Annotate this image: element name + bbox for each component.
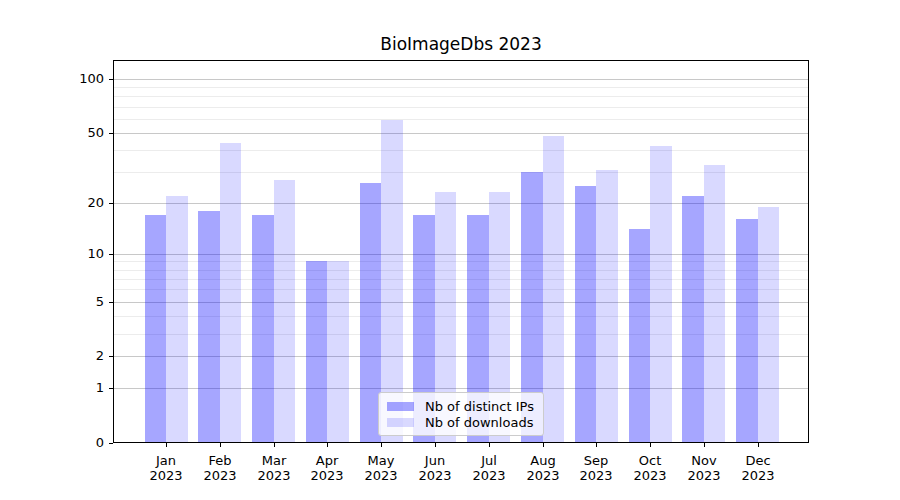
- x-tick-mark: [650, 443, 651, 447]
- legend: Nb of distinct IPs Nb of downloads: [378, 392, 544, 436]
- x-tick-month: Jun: [407, 453, 463, 468]
- x-tick-label-mar: Mar2023: [246, 453, 302, 483]
- bar-mar-distinct-ips: [252, 215, 274, 443]
- x-tick-label-jun: Jun2023: [407, 453, 463, 483]
- y-tick-label: 2: [44, 348, 104, 364]
- x-tick-mark: [327, 443, 328, 447]
- bar-feb-distinct-ips: [198, 211, 220, 443]
- x-tick-mark: [381, 443, 382, 447]
- x-tick-year: 2023: [622, 468, 678, 483]
- x-tick-year: 2023: [730, 468, 786, 483]
- x-tick-mark: [543, 443, 544, 447]
- x-tick-mark: [489, 443, 490, 447]
- bar-sep-downloads: [596, 170, 618, 443]
- bar-feb-downloads: [220, 143, 242, 443]
- minor-gridline: [114, 119, 808, 120]
- bar-apr-downloads: [327, 261, 349, 443]
- x-tick-label-nov: Nov2023: [676, 453, 732, 483]
- y-tick-label: 1: [44, 380, 104, 396]
- x-tick-mark: [166, 443, 167, 447]
- x-tick-label-jan: Jan2023: [138, 453, 194, 483]
- bar-nov-distinct-ips: [682, 196, 704, 443]
- x-tick-mark: [274, 443, 275, 447]
- minor-gridline: [114, 87, 808, 88]
- x-tick-label-aug: Aug2023: [515, 453, 571, 483]
- x-tick-month: Aug: [515, 453, 571, 468]
- bar-oct-distinct-ips: [629, 229, 651, 443]
- y-tick-label: 0: [44, 435, 104, 451]
- minor-gridline: [114, 107, 808, 108]
- bar-jan-distinct-ips: [145, 215, 167, 443]
- y-tick-label: 5: [44, 294, 104, 310]
- x-tick-month: Oct: [622, 453, 678, 468]
- y-tick-label: 50: [44, 125, 104, 141]
- x-tick-label-dec: Dec2023: [730, 453, 786, 483]
- y-tick-mark: [109, 443, 113, 444]
- x-tick-year: 2023: [515, 468, 571, 483]
- x-tick-month: Dec: [730, 453, 786, 468]
- bar-apr-distinct-ips: [306, 261, 328, 443]
- y-tick-mark: [109, 79, 113, 80]
- minor-gridline: [114, 96, 808, 97]
- y-tick-mark: [109, 254, 113, 255]
- x-tick-mark: [435, 443, 436, 447]
- x-tick-label-may: May2023: [353, 453, 409, 483]
- y-tick-mark: [109, 302, 113, 303]
- x-tick-year: 2023: [192, 468, 248, 483]
- legend-label-downloads: Nb of downloads: [425, 415, 533, 430]
- bar-oct-downloads: [650, 146, 672, 443]
- legend-label-distinct-ips: Nb of distinct IPs: [425, 399, 534, 414]
- y-tick-label: 10: [44, 246, 104, 262]
- legend-item-distinct-ips: Nb of distinct IPs: [387, 398, 535, 414]
- x-tick-mark: [704, 443, 705, 447]
- minor-gridline: [114, 150, 808, 151]
- x-tick-month: Jul: [461, 453, 517, 468]
- x-tick-label-oct: Oct2023: [622, 453, 678, 483]
- x-tick-label-feb: Feb2023: [192, 453, 248, 483]
- x-tick-year: 2023: [299, 468, 355, 483]
- x-tick-mark: [220, 443, 221, 447]
- y-tick-mark: [109, 356, 113, 357]
- major-gridline: [114, 133, 808, 134]
- x-tick-label-jul: Jul2023: [461, 453, 517, 483]
- legend-item-downloads: Nb of downloads: [387, 414, 535, 430]
- bar-mar-downloads: [274, 180, 296, 443]
- x-tick-mark: [758, 443, 759, 447]
- legend-swatch-distinct-ips: [387, 402, 414, 411]
- x-tick-mark: [596, 443, 597, 447]
- major-gridline: [114, 79, 808, 80]
- bar-dec-downloads: [758, 207, 780, 443]
- bar-nov-downloads: [704, 165, 726, 443]
- y-tick-label: 20: [44, 195, 104, 211]
- x-tick-year: 2023: [353, 468, 409, 483]
- x-tick-month: May: [353, 453, 409, 468]
- y-tick-mark: [109, 133, 113, 134]
- x-tick-year: 2023: [138, 468, 194, 483]
- x-tick-month: Jan: [138, 453, 194, 468]
- chart-title: BioImageDbs 2023: [113, 34, 809, 54]
- x-tick-year: 2023: [246, 468, 302, 483]
- x-tick-month: Nov: [676, 453, 732, 468]
- bar-dec-distinct-ips: [736, 219, 758, 443]
- x-tick-month: Mar: [246, 453, 302, 468]
- y-tick-label: 100: [44, 71, 104, 87]
- x-tick-year: 2023: [568, 468, 624, 483]
- x-tick-label-sep: Sep2023: [568, 453, 624, 483]
- x-tick-month: Feb: [192, 453, 248, 468]
- y-tick-mark: [109, 203, 113, 204]
- bar-sep-distinct-ips: [575, 186, 597, 443]
- x-tick-year: 2023: [461, 468, 517, 483]
- bar-aug-downloads: [543, 136, 565, 443]
- y-tick-mark: [109, 388, 113, 389]
- bar-jan-downloads: [166, 196, 188, 443]
- x-tick-year: 2023: [676, 468, 732, 483]
- bar-chart-figure: BioImageDbs 2023 0125102050100 Jan2023Fe…: [0, 0, 900, 500]
- x-tick-month: Apr: [299, 453, 355, 468]
- x-tick-label-apr: Apr2023: [299, 453, 355, 483]
- legend-swatch-downloads: [387, 418, 414, 427]
- x-tick-year: 2023: [407, 468, 463, 483]
- x-tick-month: Sep: [568, 453, 624, 468]
